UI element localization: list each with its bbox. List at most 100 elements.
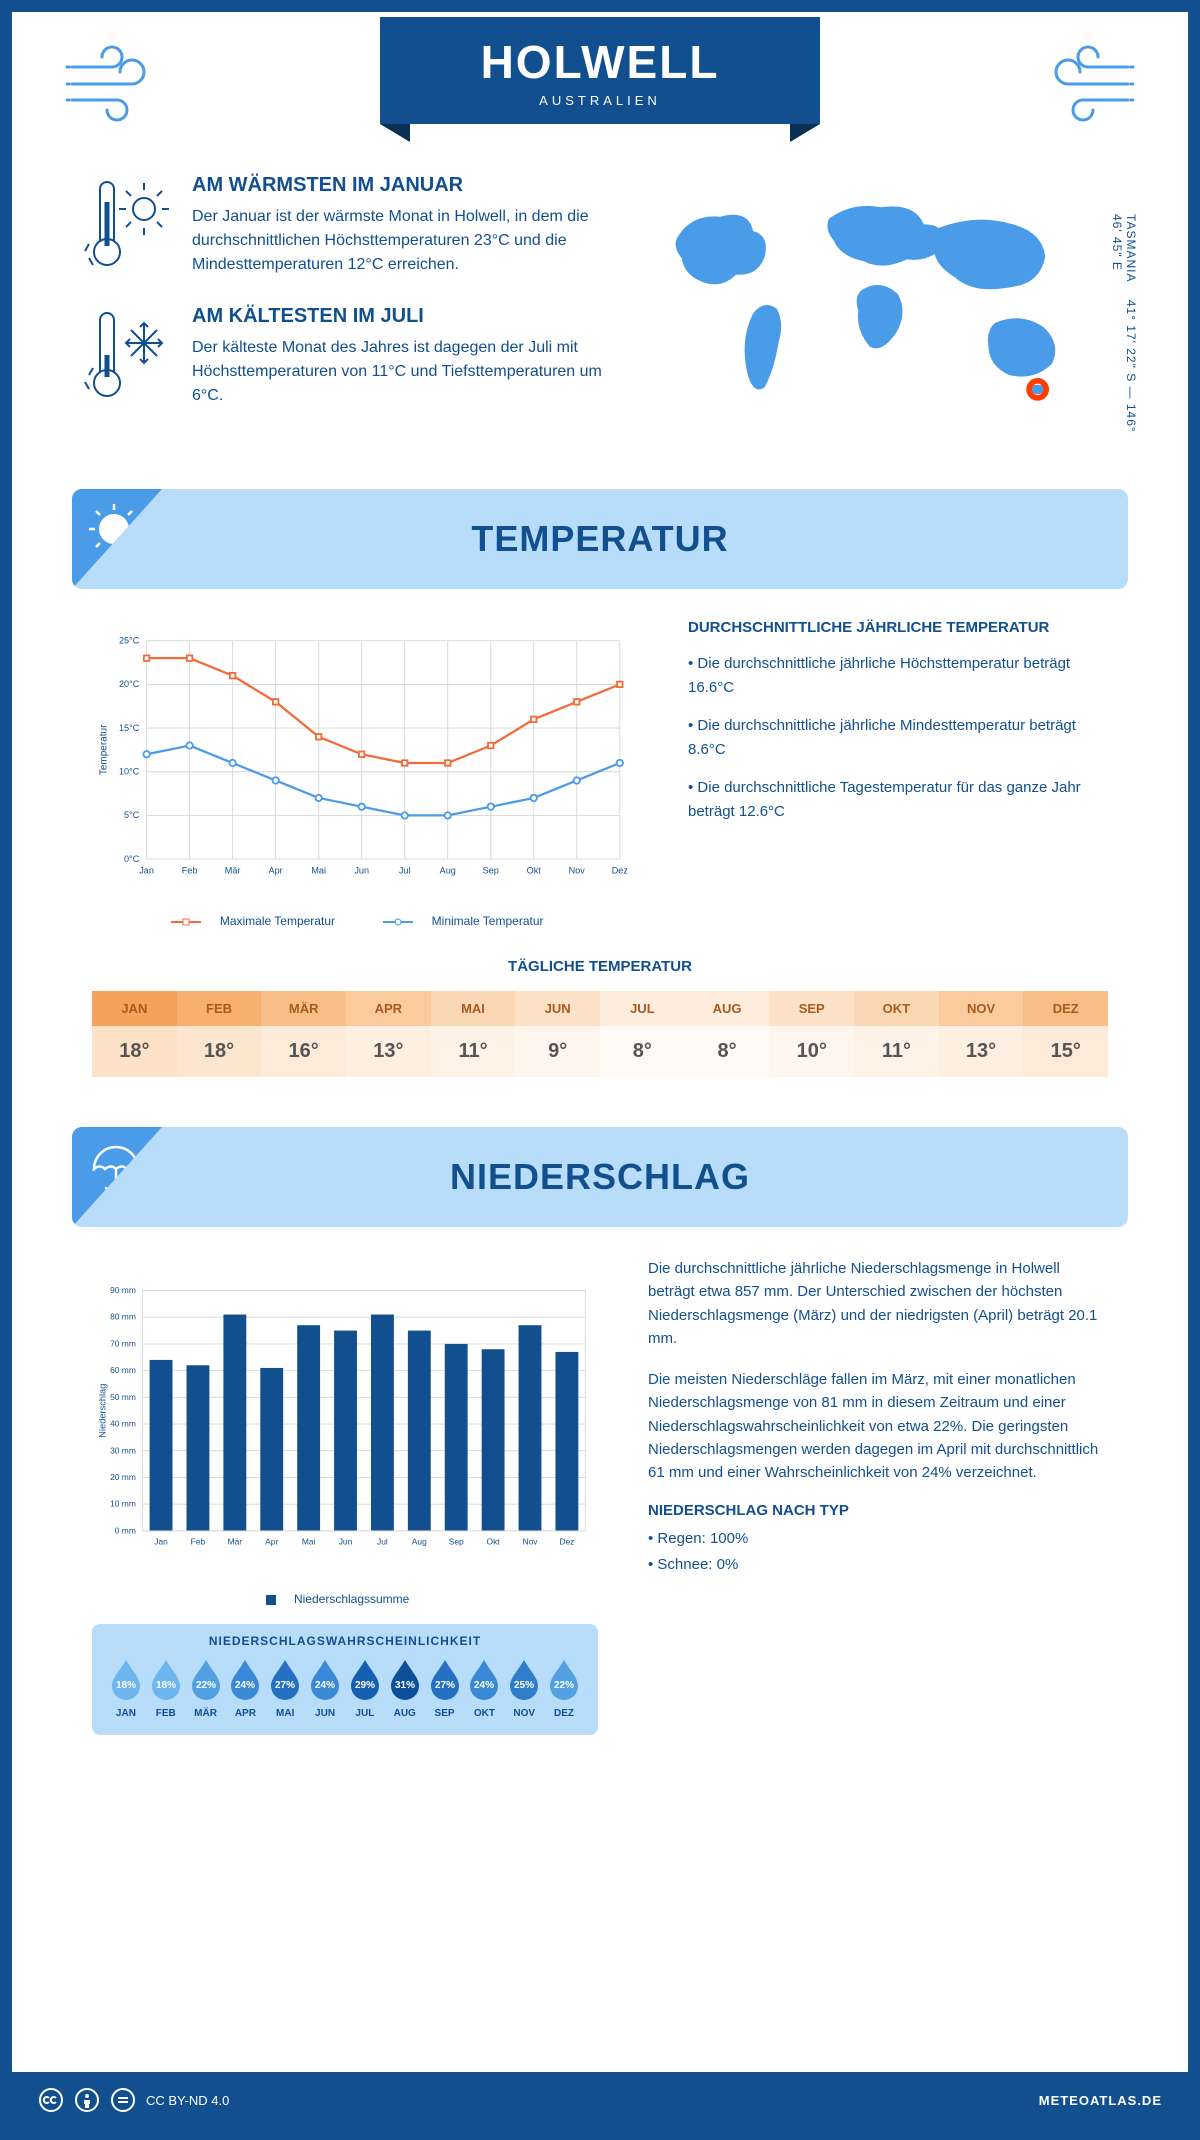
svg-text:24%: 24%	[315, 1680, 335, 1691]
svg-text:40 mm: 40 mm	[110, 1419, 136, 1429]
probability-drops: 18% JAN 18% FEB 22% MÄR 24% APR 27% MAI …	[106, 1658, 584, 1719]
daily-temp-header: TÄGLICHE TEMPERATUR	[12, 958, 1188, 975]
svg-text:Niederschlag: Niederschlag	[97, 1384, 107, 1438]
precip-probability-panel: NIEDERSCHLAGSWAHRSCHEINLICHKEIT 18% JAN …	[92, 1624, 598, 1735]
svg-text:27%: 27%	[275, 1680, 295, 1691]
svg-text:27%: 27%	[435, 1680, 455, 1691]
svg-text:Jan: Jan	[154, 1536, 168, 1546]
by-icon	[74, 2087, 100, 2113]
precip-section-header: NIEDERSCHLAG	[72, 1127, 1128, 1227]
prob-title: NIEDERSCHLAGSWAHRSCHEINLICHKEIT	[106, 1634, 584, 1648]
thermometer-hot-icon	[82, 174, 172, 274]
title-banner: HOLWELL AUSTRALIEN	[380, 17, 820, 124]
svg-text:Mai: Mai	[311, 866, 326, 876]
svg-text:Feb: Feb	[191, 1536, 206, 1546]
warmest-block: AM WÄRMSTEN IM JANUAR Der Januar ist der…	[82, 174, 604, 277]
svg-text:60 mm: 60 mm	[110, 1365, 136, 1375]
precip-text-2: Die meisten Niederschläge fallen im März…	[648, 1368, 1108, 1484]
svg-text:Mär: Mär	[228, 1536, 243, 1546]
temp-cell: DEZ 15°	[1023, 991, 1108, 1077]
precip-header-text: NIEDERSCHLAG	[72, 1156, 1128, 1198]
temp-legend: Maximale Temperatur Minimale Temperatur	[92, 914, 638, 928]
precip-legend: Niederschlagssumme	[92, 1592, 598, 1606]
svg-text:18%: 18%	[116, 1680, 136, 1691]
temp-cell: MÄR 16°	[261, 991, 346, 1077]
warm-text: Der Januar ist der wärmste Monat in Holw…	[192, 205, 604, 277]
temp-header-text: TEMPERATUR	[72, 518, 1128, 560]
prob-drop: 22% MÄR	[186, 1658, 226, 1719]
svg-text:Sep: Sep	[449, 1536, 464, 1546]
svg-text:Nov: Nov	[523, 1536, 539, 1546]
precip-text-1: Die durchschnittliche jährliche Niedersc…	[648, 1257, 1108, 1350]
svg-text:22%: 22%	[196, 1680, 216, 1691]
svg-text:30 mm: 30 mm	[110, 1445, 136, 1455]
svg-text:24%: 24%	[474, 1680, 494, 1691]
license-text: CC BY-ND 4.0	[146, 2093, 229, 2108]
svg-text:24%: 24%	[235, 1680, 255, 1691]
svg-text:90 mm: 90 mm	[110, 1285, 136, 1295]
svg-text:18%: 18%	[156, 1680, 176, 1691]
svg-text:15°C: 15°C	[119, 723, 140, 733]
svg-text:Jul: Jul	[377, 1536, 388, 1546]
precip-text: Die durchschnittliche jährliche Niedersc…	[648, 1257, 1108, 1735]
temp-cell: APR 13°	[346, 991, 431, 1077]
prob-drop: 24% OKT	[464, 1658, 504, 1719]
svg-text:Apr: Apr	[269, 866, 283, 876]
prob-drop: 22% DEZ	[544, 1658, 584, 1719]
svg-text:Jul: Jul	[399, 866, 411, 876]
svg-text:Apr: Apr	[265, 1536, 278, 1546]
prob-drop: 27% SEP	[425, 1658, 465, 1719]
intro-section: AM WÄRMSTEN IM JANUAR Der Januar ist der…	[12, 124, 1188, 469]
temp-cell: JUL 8°	[600, 991, 685, 1077]
svg-text:20 mm: 20 mm	[110, 1472, 136, 1482]
temp-cell: AUG 8°	[685, 991, 770, 1077]
svg-text:Temperatur: Temperatur	[99, 724, 110, 775]
warm-title: AM WÄRMSTEN IM JANUAR	[192, 174, 604, 197]
license-block: CC BY-ND 4.0	[38, 2087, 229, 2113]
temp-cell: MAI 11°	[431, 991, 516, 1077]
svg-text:Jun: Jun	[339, 1536, 353, 1546]
svg-text:0°C: 0°C	[124, 854, 140, 864]
svg-text:25%: 25%	[514, 1680, 534, 1691]
precip-type-title: NIEDERSCHLAG NACH TYP	[648, 1502, 1108, 1519]
wind-icon	[62, 42, 172, 127]
world-map	[644, 174, 1118, 434]
temp-cell: JUN 9°	[515, 991, 600, 1077]
svg-text:22%: 22%	[554, 1680, 574, 1691]
svg-text:Aug: Aug	[440, 866, 456, 876]
wind-icon	[1028, 42, 1138, 127]
svg-text:5°C: 5°C	[124, 810, 140, 820]
nd-icon	[110, 2087, 136, 2113]
svg-text:31%: 31%	[395, 1680, 415, 1691]
prob-drop: 24% APR	[225, 1658, 265, 1719]
svg-text:Sep: Sep	[483, 866, 499, 876]
temp-body: 0°C5°C10°C15°C20°C25°CJanFebMärAprMaiJun…	[12, 619, 1188, 928]
temp-cell: NOV 13°	[939, 991, 1024, 1077]
prob-drop: 25% NOV	[504, 1658, 544, 1719]
temp-info-title: DURCHSCHNITTLICHE JÄHRLICHE TEMPERATUR	[688, 619, 1108, 636]
prob-drop: 29% JUL	[345, 1658, 385, 1719]
location-subtitle: AUSTRALIEN	[460, 93, 740, 108]
svg-text:Dez: Dez	[559, 1536, 574, 1546]
svg-text:Aug: Aug	[412, 1536, 427, 1546]
svg-text:29%: 29%	[355, 1680, 375, 1691]
cold-title: AM KÄLTESTEN IM JULI	[192, 305, 604, 328]
precip-type-2: • Schnee: 0%	[648, 1553, 1108, 1576]
daily-temp-table: JAN 18° FEB 18° MÄR 16° APR 13° MAI 11° …	[92, 991, 1108, 1077]
prob-drop: 18% JAN	[106, 1658, 146, 1719]
temp-info-3: • Die durchschnittliche Tagestemperatur …	[688, 776, 1108, 824]
svg-text:70 mm: 70 mm	[110, 1338, 136, 1348]
precip-body: 0 mm10 mm20 mm30 mm40 mm50 mm60 mm70 mm8…	[12, 1257, 1188, 1735]
temp-cell: JAN 18°	[92, 991, 177, 1077]
temp-chart: 0°C5°C10°C15°C20°C25°CJanFebMärAprMaiJun…	[92, 619, 638, 928]
svg-text:25°C: 25°C	[119, 635, 140, 645]
thermometer-cold-icon	[82, 305, 172, 405]
cold-text: Der kälteste Monat des Jahres ist dagege…	[192, 336, 604, 408]
prob-drop: 27% MAI	[265, 1658, 305, 1719]
svg-text:Feb: Feb	[182, 866, 198, 876]
footer: CC BY-ND 4.0 METEOATLAS.DE	[12, 2072, 1188, 2128]
world-map-block: TASMANIA 41° 17' 22" S — 146° 46' 45" E	[644, 174, 1118, 439]
precip-bar-chart: 0 mm10 mm20 mm30 mm40 mm50 mm60 mm70 mm8…	[92, 1257, 598, 1577]
site-name: METEOATLAS.DE	[1039, 2093, 1162, 2108]
temp-cell: OKT 11°	[854, 991, 939, 1077]
